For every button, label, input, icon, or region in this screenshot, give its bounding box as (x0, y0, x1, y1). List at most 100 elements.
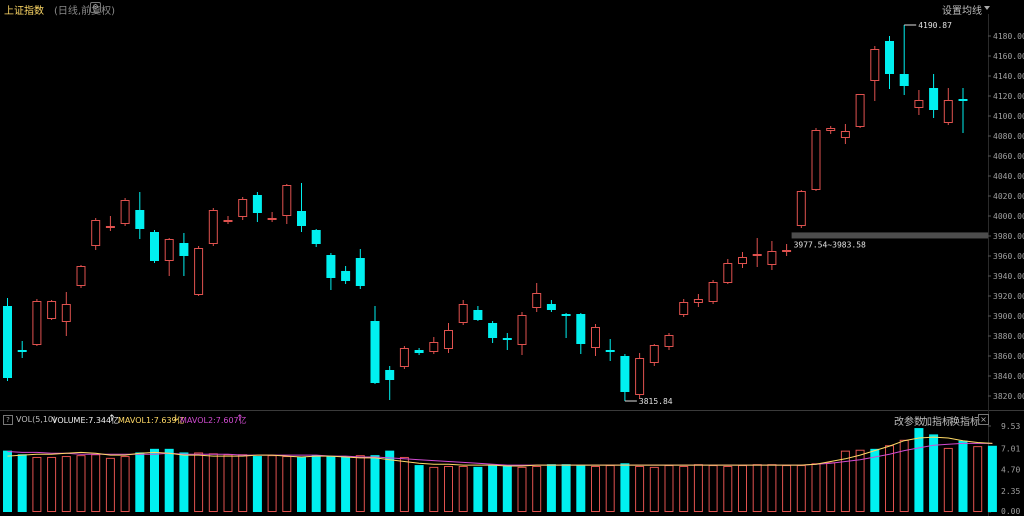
chart-subtitle: (日线,前复权) (54, 6, 115, 17)
candle-body (664, 335, 674, 347)
volume-bar (326, 456, 336, 512)
candle-body (840, 131, 850, 138)
candle-body (194, 248, 204, 295)
index-title[interactable]: 上证指数 (4, 6, 44, 17)
volume-bar (738, 465, 747, 512)
volume-bar (385, 450, 395, 512)
volume-bar (723, 465, 733, 513)
y-tick-label: 3880.00 (993, 332, 1024, 341)
candle-body (958, 99, 968, 101)
change-params-button[interactable]: 改参数 (894, 417, 924, 428)
help-icon[interactable]: ? (3, 415, 13, 425)
vol-tick-label: 7.01 (1001, 445, 1020, 454)
volume-bar (679, 465, 689, 513)
candle-body (488, 323, 498, 338)
high-label: 4190.87 (918, 21, 952, 30)
y-tick-label: 3960.00 (993, 252, 1024, 261)
volume-bar (61, 456, 71, 512)
candle-body (414, 350, 424, 353)
add-indicator-button[interactable]: 加指标 (922, 417, 952, 428)
candle-body (32, 301, 42, 345)
mavol1-value: MAVOL1:7.639亿 (118, 416, 185, 425)
y-tick-label: 4140.00 (993, 72, 1024, 81)
arrow-up-icon: ↑ (236, 414, 244, 424)
candle-body (811, 130, 821, 190)
candle-body (311, 230, 321, 244)
y-tick-label: 4020.00 (993, 192, 1024, 201)
candle-body (355, 258, 365, 286)
mavol2-value: MAVOL2:7.607亿 (180, 416, 247, 425)
close-icon[interactable]: × (978, 414, 989, 425)
volume-bar (17, 454, 27, 512)
volume-bar (135, 452, 145, 512)
y-tick-label: 4100.00 (993, 112, 1024, 121)
volume-bar (194, 452, 204, 512)
candle-body (943, 100, 953, 123)
candle-body (870, 49, 880, 81)
candle-body (429, 342, 439, 352)
volume-bar (223, 454, 233, 513)
volume-bar (620, 463, 630, 512)
candle-body (576, 314, 586, 344)
volume-bar (311, 455, 321, 512)
set-ma-button[interactable]: 设置均线 (942, 6, 982, 17)
volume-bar (693, 464, 703, 512)
low-label: 3815.84 (639, 397, 673, 406)
volume-bar (399, 456, 409, 513)
candle-body (458, 304, 468, 323)
y-tick-label: 3980.00 (993, 232, 1024, 241)
vol-indicator-label: VOL(5,10) (16, 415, 57, 424)
volume-bar (517, 466, 527, 513)
volume-bar (179, 452, 189, 512)
volume-bar (826, 462, 836, 512)
volume-bar (355, 455, 365, 512)
candle-body (679, 302, 689, 315)
candle-body (605, 350, 615, 352)
candle-body (502, 338, 512, 340)
volume-bar (576, 465, 586, 512)
candle-body (341, 271, 351, 281)
volume-bar (473, 466, 483, 512)
volume-bar (649, 466, 659, 513)
volume-bar (987, 445, 997, 512)
volume-panel-header: ? VOL(5,10) VOLUME:7.344亿 ↑ MAVOL1:7.639… (0, 412, 1024, 428)
y-tick-label: 3820.00 (993, 392, 1024, 401)
volume-bar (767, 464, 777, 512)
volume-bar (973, 446, 983, 512)
candle-body (620, 356, 630, 392)
volume-bar (91, 454, 101, 513)
candle-body (517, 315, 527, 345)
candle-body (929, 88, 939, 110)
candle-body (91, 220, 101, 246)
volume-bar (488, 465, 498, 512)
candle-body (208, 210, 218, 244)
volume-bar (105, 457, 115, 512)
candle-body (546, 304, 556, 310)
volume-bar (238, 454, 248, 513)
candle-body (223, 220, 233, 222)
chart-header: 上证指数 (日线,前复权) ⚙ 设置均线 (0, 0, 1024, 17)
chevron-down-icon[interactable] (984, 6, 990, 10)
arrow-down-icon: ↓ (172, 414, 180, 424)
volume-bar (605, 465, 615, 512)
volume-bar (885, 445, 894, 512)
vol-tick-label: 2.35 (1001, 487, 1020, 496)
arrow-up-icon: ↑ (108, 414, 116, 424)
switch-indicator-button[interactable]: 换指标 (950, 417, 980, 428)
candle-body (282, 185, 292, 216)
y-tick-label: 4180.00 (993, 32, 1024, 41)
volume-bar (444, 465, 453, 513)
y-tick-label: 3840.00 (993, 372, 1024, 381)
vol-tick-label: 4.70 (1001, 466, 1020, 475)
y-tick-label: 4160.00 (993, 52, 1024, 61)
y-tick-label: 4080.00 (993, 132, 1024, 141)
candle-body (297, 211, 306, 226)
volume-bar (32, 456, 42, 513)
candle-body (591, 327, 600, 348)
candle-body (385, 370, 395, 380)
y-tick-label: 4000.00 (993, 212, 1024, 221)
volume-bar (414, 465, 424, 512)
settings-icon[interactable]: ⚙ (90, 2, 101, 13)
candle-body (473, 310, 483, 320)
